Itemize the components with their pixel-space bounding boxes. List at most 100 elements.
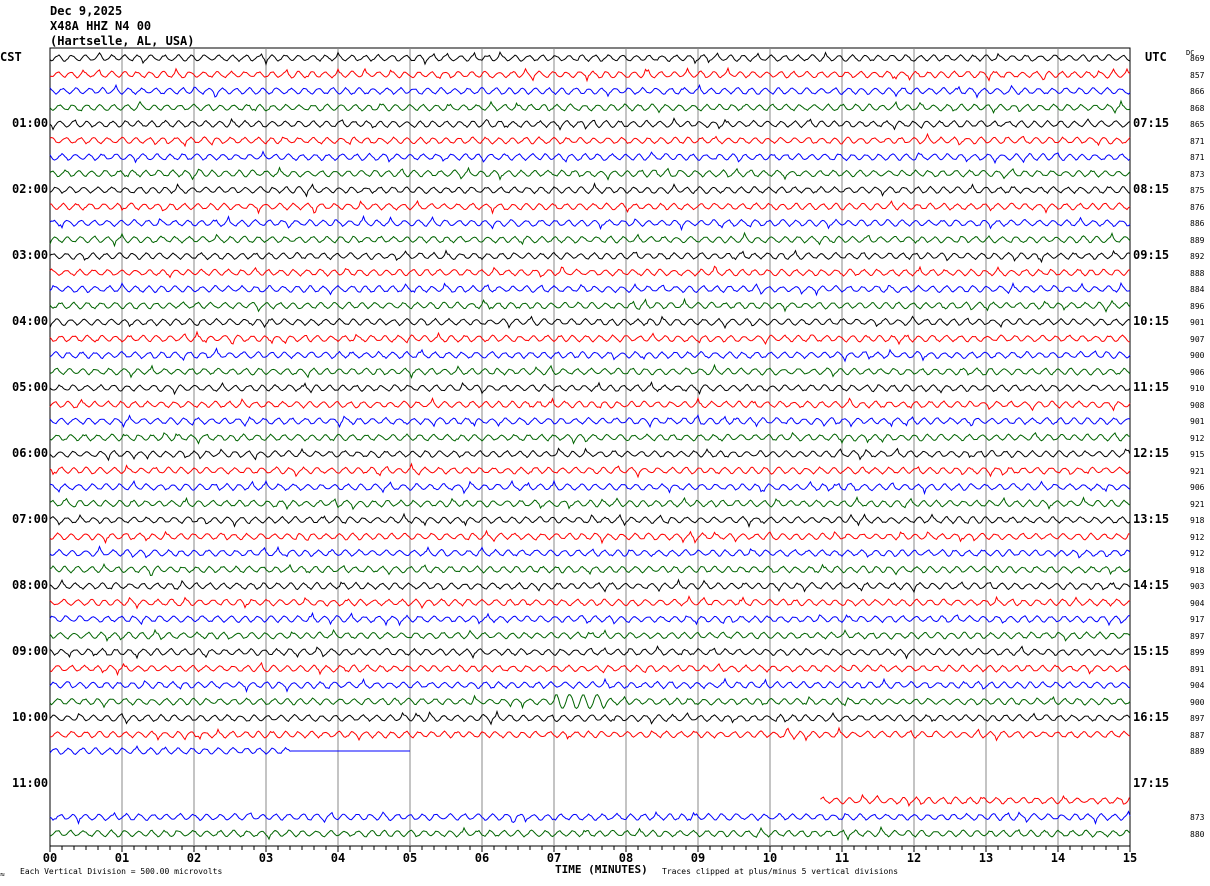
dc-offset-label: 918 (1190, 516, 1205, 525)
trace-row (49, 462, 1131, 479)
dc-offset-label: 869 (1190, 54, 1205, 63)
trace-row (49, 726, 1131, 742)
dc-offset-label: 871 (1190, 136, 1205, 146)
trace-row (49, 677, 1131, 694)
left-time-label: 11:00 (12, 776, 49, 790)
x-tick-label: 15 (1122, 851, 1138, 865)
trace-row (49, 381, 1131, 396)
trace-row (49, 645, 1131, 660)
trace-row (49, 132, 1131, 148)
trace-row (49, 265, 1131, 279)
dc-offset-label: 915 (1190, 450, 1205, 459)
dc-offset-label: 901 (1190, 318, 1205, 327)
trace-row (49, 578, 1131, 594)
trace-row (49, 297, 1131, 313)
trace-row (49, 693, 1131, 710)
plot-frame (49, 47, 1131, 847)
trace-row (49, 182, 1131, 198)
dc-header: DC (1186, 49, 1195, 57)
right-time-label: 13:15 (1133, 512, 1170, 526)
right-time-label: 17:15 (1133, 776, 1170, 790)
x-tick-label: 10 (762, 851, 778, 865)
x-tick-label: 00 (42, 851, 58, 865)
left-time-label: 03:00 (12, 248, 49, 262)
trace-row (49, 99, 1131, 114)
trace-row (49, 562, 1131, 577)
dc-offset-label: 900 (1190, 351, 1205, 360)
trace-row (49, 150, 1131, 165)
dc-offset-label: 896 (1190, 301, 1205, 311)
trace-row (49, 745, 410, 756)
left-time-label: 08:00 (12, 578, 49, 592)
x-tick-label: 06 (474, 851, 490, 865)
dc-offset-label: 891 (1190, 664, 1205, 674)
left-time-label: 06:00 (12, 446, 49, 460)
trace-row (49, 50, 1131, 66)
dc-offset-label: 912 (1190, 433, 1205, 443)
right-time-label: 11:15 (1133, 380, 1170, 394)
dc-offset-label: 871 (1190, 153, 1205, 162)
trace-row (49, 595, 1131, 610)
x-tick-label: 14 (1050, 851, 1066, 865)
x-tick-label: 03 (258, 851, 274, 865)
trace-row (49, 117, 1131, 131)
dc-offset-label: 868 (1190, 103, 1205, 113)
dc-offset-label: 901 (1190, 417, 1205, 426)
right-time-label: 10:15 (1133, 314, 1170, 328)
trace-row (49, 545, 1131, 559)
right-timezone: UTC (1145, 50, 1167, 64)
trace-row (49, 347, 1131, 363)
trace-row (49, 431, 1131, 445)
trace-row (49, 496, 1131, 511)
dc-offset-label: 884 (1190, 285, 1205, 294)
scale-note: Each Vertical Division = 500.00 microvol… (20, 867, 223, 876)
x-tick-label: 08 (618, 851, 634, 865)
dc-offset-label: 889 (1190, 235, 1205, 245)
trace-row (49, 825, 1131, 842)
dc-offset-label: 921 (1190, 499, 1205, 509)
dc-offset-label: 900 (1190, 697, 1205, 707)
dc-offset-label: 907 (1190, 334, 1205, 344)
x-tick-label: 01 (114, 851, 130, 865)
trace-row (49, 363, 1131, 379)
dc-offset-label: 921 (1190, 466, 1205, 476)
left-time-label: 04:00 (12, 314, 49, 328)
dc-offset-label: 903 (1190, 582, 1205, 591)
trace-row (49, 315, 1131, 330)
right-time-label: 14:15 (1133, 578, 1170, 592)
x-axis-title: TIME (MINUTES) (555, 863, 648, 876)
dc-offset-label: 876 (1190, 202, 1205, 212)
dc-offset-label: 906 (1190, 483, 1205, 492)
dc-offset-label: 892 (1190, 252, 1205, 261)
left-time-label: 01:00 (12, 116, 49, 130)
x-tick-label: 11 (834, 851, 850, 865)
left-time-label: 02:00 (12, 182, 49, 196)
left-time-label: 07:00 (12, 512, 49, 526)
dc-offset-label: 865 (1190, 120, 1205, 129)
station-label: X48A HHZ N4 00 (50, 19, 152, 33)
dc-offset-label: 880 (1190, 829, 1205, 839)
dc-offset-label: 889 (1190, 747, 1205, 756)
trace-row (49, 330, 1131, 346)
right-time-label: 16:15 (1133, 710, 1170, 724)
dc-offset-label: 888 (1190, 268, 1205, 278)
left-time-label: 05:00 (12, 380, 49, 394)
dc-offset-label: 875 (1190, 186, 1205, 195)
dc-offset-label: 912 (1190, 549, 1205, 558)
trace-row (49, 479, 1131, 496)
trace-row (49, 810, 1131, 826)
x-tick-label: 07 (546, 851, 562, 865)
right-time-label: 12:15 (1133, 446, 1170, 460)
trace-row (49, 249, 1131, 264)
location-label: (Hartselle, AL, USA) (50, 34, 195, 48)
trace-row (49, 231, 1131, 248)
dc-offset-label: 886 (1190, 219, 1205, 228)
trace-row (49, 628, 1131, 642)
dc-offset-label: 917 (1190, 615, 1205, 624)
trace-row (49, 661, 1131, 677)
clip-note: Traces clipped at plus/minus 5 vertical … (662, 867, 899, 876)
trace-row (49, 199, 1131, 215)
trace-row (49, 83, 1131, 99)
trace-row (49, 396, 1131, 412)
